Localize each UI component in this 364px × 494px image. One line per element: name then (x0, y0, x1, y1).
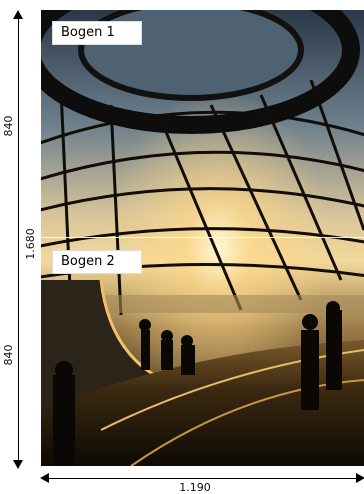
dimension-height-bottom: 840 (2, 344, 15, 366)
sheet-divider (41, 237, 364, 238)
dimension-height-top: 840 (2, 115, 15, 137)
sheet-2-label: Bogen 2 (52, 250, 142, 274)
dome-photo (41, 10, 364, 466)
sheet-1-label: Bogen 1 (52, 21, 142, 45)
horizontal-arrow-right (356, 473, 364, 483)
dimension-height-total: 1.680 (24, 224, 37, 264)
horizontal-arrow-left (40, 473, 49, 483)
dimension-width: 1.190 (179, 481, 211, 494)
dome-photo-illustration (41, 10, 364, 466)
vertical-arrow-top (13, 10, 23, 19)
horizontal-dimension-line (48, 478, 360, 479)
vertical-arrow-bottom (13, 460, 23, 469)
vertical-dimension-line (18, 18, 19, 468)
